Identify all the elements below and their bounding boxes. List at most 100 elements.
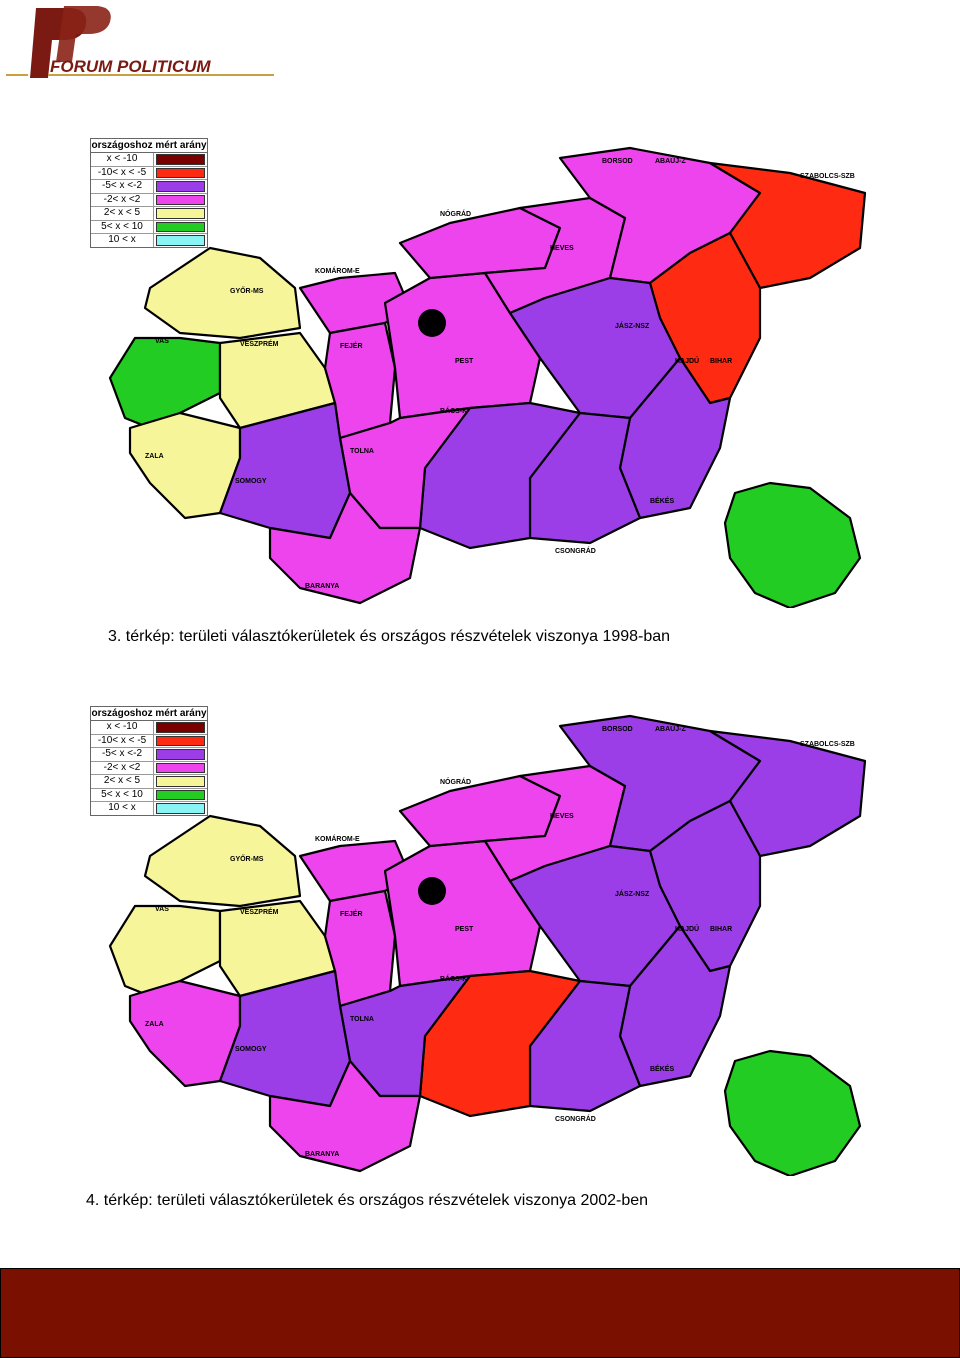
county-label-bacs: BÁCS-K — [440, 974, 467, 983]
legend-row: -10< x < -5 — [91, 734, 207, 748]
legend-label: 10 < x — [91, 802, 154, 815]
forum-politicum-logo: FORUM POLITICUM — [6, 2, 296, 82]
legend-swatch — [156, 208, 205, 219]
county-label-heves: HEVES — [550, 245, 574, 252]
region-nograd — [398, 774, 562, 848]
legend-row: -10< x < -5 — [91, 166, 207, 180]
county-label-komarom: KOMÁROM-E — [315, 266, 360, 275]
county-label-tolna: TOLNA — [350, 1016, 374, 1023]
legend-label: -5< x <-2 — [91, 180, 154, 193]
legend-swatch — [156, 167, 205, 178]
county-label-gyor: GYŐR-MS — [230, 286, 264, 295]
county-label-zala: ZALA — [145, 1021, 164, 1028]
legend-row: 2< x < 5 — [91, 775, 207, 789]
budapest-marker — [418, 877, 446, 905]
hungary-map-2002: BORSOD ABAÚJ-Z SZABOLCS-SZB NÓGRÁD HEVES KOMÁ… — [108, 714, 867, 1176]
logo-text: FORUM POLITICUM — [50, 57, 211, 76]
county-label-baranya: BARANYA — [305, 1151, 339, 1158]
county-label-abauj: ABAÚJ-Z — [655, 156, 686, 165]
legend-swatch — [156, 722, 205, 733]
legend-row: -5< x <-2 — [91, 748, 207, 762]
region-baranya — [268, 1059, 422, 1173]
legend-swatch — [156, 235, 205, 246]
legend-label: 2< x < 5 — [91, 775, 154, 788]
region-budapest — [723, 1049, 862, 1176]
county-label-fejer: FEJÉR — [340, 341, 363, 350]
county-label-bacs: BÁCS-K — [440, 406, 467, 415]
county-label-borsod: BORSOD — [602, 158, 633, 165]
county-label-csongrad: CSONGRÁD — [555, 1114, 596, 1123]
map-2002: BORSOD ABAÚJ-Z SZABOLCS-SZB NÓGRÁD HEVES KOMÁ… — [90, 706, 870, 1176]
county-label-hajdu: HAJDÚ — [675, 356, 699, 365]
legend-row: 5< x < 10 — [91, 788, 207, 802]
legend-label: -10< x < -5 — [91, 734, 154, 747]
legend-label: x < -10 — [91, 721, 154, 734]
region-gyor — [143, 246, 302, 340]
legend-label: 10 < x — [91, 234, 154, 247]
county-label-zala: ZALA — [145, 453, 164, 460]
legend-label: -2< x <2 — [91, 193, 154, 206]
region-budapest — [723, 481, 862, 608]
county-label-szabolcs: SZABOLCS-SZB — [800, 741, 855, 748]
county-label-jasz: JÁSZ-NSZ — [615, 889, 650, 898]
county-label-gyor: GYŐR-MS — [230, 854, 264, 863]
legend-row: 2< x < 5 — [91, 207, 207, 221]
county-label-bihar: BIHAR — [710, 358, 732, 365]
county-label-somogy: SOMOGY — [235, 478, 267, 485]
legend-label: -10< x < -5 — [91, 166, 154, 179]
county-label-komarom: KOMÁROM-E — [315, 834, 360, 843]
legend-swatch — [156, 762, 205, 773]
county-label-csongrad: CSONGRÁD — [555, 546, 596, 555]
region-vas — [108, 904, 222, 998]
legend-row: x < -10 — [91, 721, 207, 735]
caption-map-4: 4. térkép: területi választókerületek és… — [86, 1192, 649, 1209]
legend-title: országoshoz mért arány — [91, 140, 207, 153]
county-label-pest: PEST — [455, 926, 474, 933]
legend-swatch — [156, 221, 205, 232]
region-baranya — [268, 491, 422, 605]
legend-row: -2< x <2 — [91, 193, 207, 207]
county-label-nograd: NÓGRÁD — [440, 209, 471, 218]
county-label-jasz: JÁSZ-NSZ — [615, 321, 650, 330]
legend-row: -5< x <-2 — [91, 180, 207, 194]
region-szabolcs — [708, 161, 867, 290]
legend-row: 5< x < 10 — [91, 220, 207, 234]
region-szabolcs — [708, 729, 867, 858]
legend-swatch — [156, 154, 205, 165]
county-label-bekes: BÉKÉS — [650, 496, 674, 505]
county-label-szabolcs: SZABOLCS-SZB — [800, 173, 855, 180]
county-label-veszprem: VESZPRÉM — [240, 339, 279, 348]
legend-row: 10 < x — [91, 802, 207, 815]
county-label-heves: HEVES — [550, 813, 574, 820]
county-label-pest: PEST — [455, 358, 474, 365]
legend-swatch — [156, 735, 205, 746]
legend-label: x < -10 — [91, 153, 154, 166]
county-label-bekes: BÉKÉS — [650, 1064, 674, 1073]
legend-swatch — [156, 789, 205, 800]
region-vas — [108, 336, 222, 430]
county-label-bihar: BIHAR — [710, 926, 732, 933]
county-label-vas: VAS — [155, 906, 169, 913]
legend-title: országoshoz mért arány — [91, 708, 207, 721]
legend-swatch — [156, 194, 205, 205]
county-label-somogy: SOMOGY — [235, 1046, 267, 1053]
county-label-borsod: BORSOD — [602, 726, 633, 733]
caption-map-3: 3. térkép: területi választókerületek és… — [108, 628, 671, 645]
legend-row: 10 < x — [91, 234, 207, 247]
county-label-baranya: BARANYA — [305, 583, 339, 590]
legend-label: -5< x <-2 — [91, 748, 154, 761]
budapest-marker — [418, 309, 446, 337]
legend-swatch — [156, 776, 205, 787]
county-label-nograd: NÓGRÁD — [440, 777, 471, 786]
legend-label: -2< x <2 — [91, 761, 154, 774]
legend-label: 2< x < 5 — [91, 207, 154, 220]
hungary-map-1998: BORSOD ABAÚJ-Z SZABOLCS-SZB NÓGRÁD HEVES KOMÁ… — [108, 146, 867, 608]
legend-swatch — [156, 749, 205, 760]
county-label-abauj: ABAÚJ-Z — [655, 724, 686, 733]
legend-label: 5< x < 10 — [91, 220, 154, 233]
legend-swatch — [156, 803, 205, 814]
legend-label: 5< x < 10 — [91, 788, 154, 801]
county-label-tolna: TOLNA — [350, 448, 374, 455]
region-gyor — [143, 814, 302, 908]
map-1998: BORSOD ABAÚJ-Z SZABOLCS-SZB NÓGRÁD HEVES KOMÁ… — [90, 138, 870, 608]
